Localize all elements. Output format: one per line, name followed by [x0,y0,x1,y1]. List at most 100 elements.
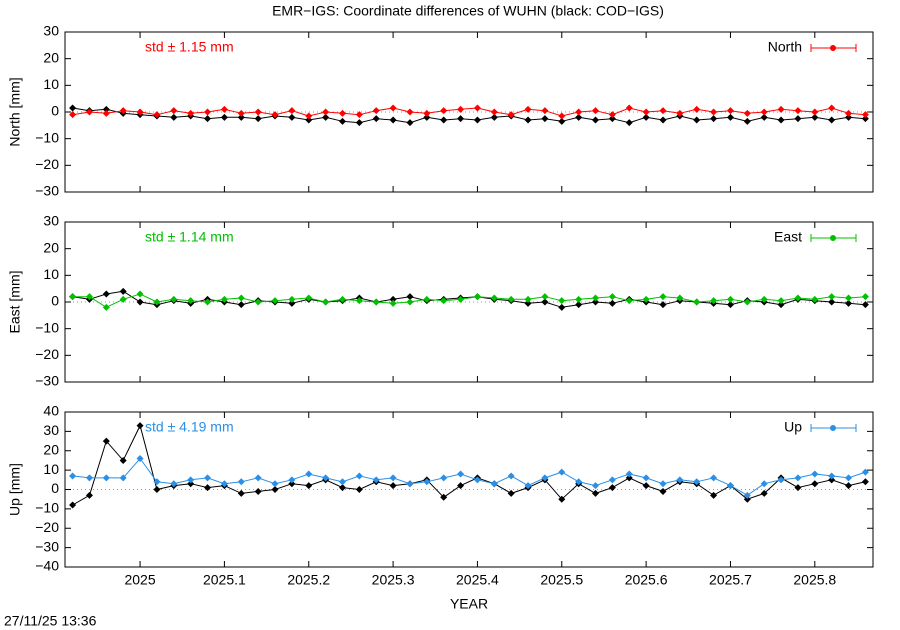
data-point [760,489,768,497]
data-point [473,104,481,112]
data-point [237,109,245,117]
y-tick-label: 40 [43,403,59,419]
data-point [575,478,583,486]
data-point [473,116,481,124]
data-point [710,491,718,499]
data-point [608,484,616,492]
data-point [777,301,785,309]
data-point [642,482,650,490]
data-point [204,115,212,123]
y-tick-label: 20 [43,441,59,457]
data-point [457,295,465,303]
data-point [254,115,262,123]
data-point [608,111,616,119]
data-point [828,472,836,480]
data-point [710,115,718,123]
data-point [355,111,363,119]
x-tick-label: 2025.8 [793,572,836,588]
data-point [288,113,296,121]
data-point [845,482,853,490]
data-point [457,115,465,123]
data-point [794,107,802,115]
data-point [338,117,346,125]
y-axis-label: Up [mm] [7,463,23,516]
data-point [389,474,397,482]
y-tick-label: 0 [51,103,59,119]
data-point [541,115,549,123]
data-point [204,474,212,482]
data-point [220,105,228,113]
data-point [592,116,600,124]
y-tick-label: −20 [35,346,59,362]
data-point [153,478,161,486]
legend-label: North [768,39,802,55]
data-point [372,476,380,484]
data-point [693,478,701,486]
data-point [777,476,785,484]
data-point [794,474,802,482]
data-point [507,472,515,480]
data-point [794,294,802,302]
data-point [288,476,296,484]
data-point [743,491,751,499]
data-point [592,298,600,306]
data-point [372,115,380,123]
data-point [507,489,515,497]
data-point [828,298,836,306]
data-point [69,104,77,112]
data-point [828,116,836,124]
data-point [710,108,718,116]
y-tick-label: −10 [35,500,59,516]
data-point [237,478,245,486]
data-point [389,116,397,124]
data-point [153,486,161,493]
data-point [305,112,313,120]
data-point [760,108,768,116]
data-point [271,486,279,493]
data-point [254,474,262,482]
data-point [338,484,346,492]
data-point [558,112,566,120]
data-point [524,105,532,113]
data-point [170,480,178,488]
data-point [490,108,498,116]
data-point [254,298,262,306]
x-axis-label: YEAR [450,596,488,612]
y-tick-label: 20 [43,49,59,65]
data-point [288,299,296,307]
data-point [440,474,448,482]
data-point [541,107,549,115]
data-point [861,468,869,476]
data-point [625,119,633,127]
legend-label: Up [784,419,802,435]
y-tick-label: 10 [43,266,59,282]
data-point [322,108,330,116]
data-point [625,297,633,305]
legend-label: East [774,229,802,245]
data-point [288,480,296,488]
data-point [693,105,701,113]
data-point [204,298,212,306]
data-point [625,104,633,112]
data-point [676,109,684,117]
legend-swatch [830,425,836,431]
data-point [760,113,768,121]
data-point [102,290,110,298]
data-point [305,294,313,302]
y-tick-label: −10 [35,319,59,335]
data-point [440,297,448,305]
data-point [608,299,616,307]
y-tick-label: −10 [35,129,59,145]
data-point [220,480,228,488]
data-point [102,303,110,311]
data-point [861,293,869,301]
y-axis-label: East [mm] [7,270,23,333]
y-tick-label: 30 [43,23,59,39]
data-point [659,301,667,309]
data-point [541,474,549,482]
data-point [473,476,481,484]
data-point [811,113,819,121]
data-point [440,116,448,124]
data-point [170,113,178,121]
data-point [355,472,363,480]
